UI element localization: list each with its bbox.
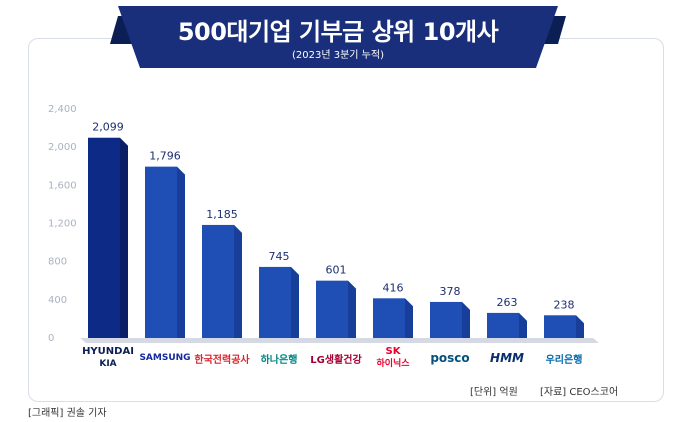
logo-text: SAMSUNG	[139, 353, 191, 363]
logo-text: SK	[385, 346, 401, 357]
bar	[145, 166, 177, 338]
lg-hh-logo: LG생활건강	[308, 344, 364, 372]
logo-subtext: KIA	[99, 359, 117, 369]
y-tick-label: 1,600	[48, 180, 77, 191]
bar-value-label: 1,796	[149, 150, 181, 163]
chart-subtitle: (2023년 3분기 누적)	[292, 50, 384, 61]
bar-value-label: 416	[383, 281, 404, 294]
bar-side	[291, 266, 299, 338]
y-tick-label: 800	[48, 257, 67, 268]
logo-text: 우리은행	[545, 354, 583, 366]
y-tick-label: 0	[48, 333, 54, 344]
chart-floor	[80, 338, 599, 343]
bar-value-label: 263	[497, 296, 518, 309]
bar-side	[462, 301, 470, 338]
bar	[373, 298, 405, 338]
chart-title: 500대기업 기부금 상위 10개사	[177, 18, 499, 46]
bar-side	[177, 166, 185, 338]
hyundai-kia-logo: HYUNDAI KIA	[80, 344, 136, 372]
logo-text: HMM	[490, 351, 524, 365]
bar-value-label: 238	[554, 298, 575, 311]
bar-value-label: 745	[269, 250, 290, 263]
logo-text: 하나은행	[260, 354, 298, 366]
logo-text: HYUNDAI	[82, 346, 134, 357]
hana-bank-logo: 하나은행	[251, 344, 307, 372]
bar-side	[234, 224, 242, 338]
kepco-logo: 한국전력공사	[194, 344, 250, 372]
bar-side	[405, 298, 413, 338]
bar-value-label: 378	[440, 285, 461, 298]
sk-hynix-logo: SK 하이닉스	[365, 344, 421, 372]
woori-bank-logo: 우리은행	[536, 344, 592, 372]
bar	[487, 312, 519, 338]
bar	[202, 224, 234, 338]
bar-side	[576, 315, 584, 338]
bar	[544, 315, 576, 338]
unit-note: [단위] 억원	[470, 387, 518, 398]
bar-value-label: 1,185	[206, 208, 238, 221]
posco-logo: posco	[422, 344, 478, 372]
bar	[259, 266, 291, 338]
bar	[88, 137, 120, 338]
credit-note: [그래픽] 권솔 기자	[28, 408, 107, 419]
bar-side	[348, 280, 356, 338]
y-tick-label: 2,000	[48, 142, 77, 153]
logo-text: 한국전력공사	[194, 354, 250, 366]
logo-subtext: 하이닉스	[376, 359, 410, 369]
y-tick-label: 1,200	[48, 219, 77, 230]
title-banner: 500대기업 기부금 상위 10개사 (2023년 3분기 누적)	[118, 6, 558, 68]
bar-value-label: 2,099	[92, 121, 124, 134]
y-tick-label: 400	[48, 295, 67, 306]
hmm-logo: HMM	[479, 344, 535, 372]
y-tick-label: 2,400	[48, 104, 77, 115]
bar	[430, 301, 462, 338]
samsung-logo: SAMSUNG	[137, 344, 193, 372]
logo-text: posco	[430, 351, 470, 365]
source-note: [자료] CEO스코어	[540, 387, 619, 398]
bar-side	[519, 312, 527, 338]
bar-value-label: 601	[326, 264, 347, 277]
bar-side	[120, 137, 128, 338]
logo-text: LG생활건강	[310, 354, 362, 366]
bar	[316, 280, 348, 338]
